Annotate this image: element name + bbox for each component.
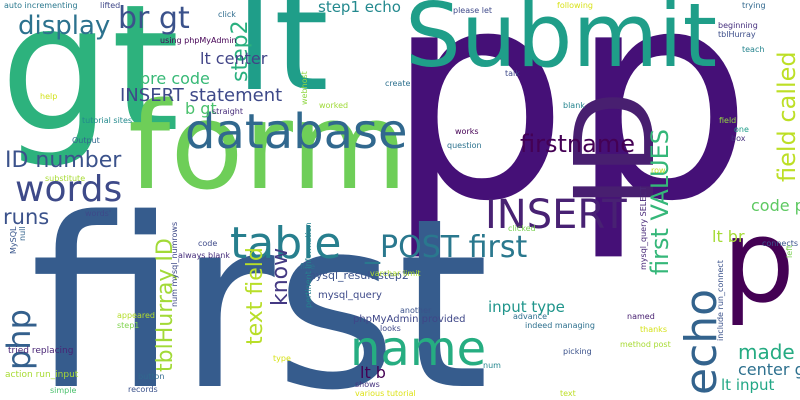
cloud-word: know [268, 247, 293, 306]
cloud-word: talk [505, 69, 520, 78]
cloud-word: beginning [718, 21, 758, 30]
cloud-word: name [350, 321, 487, 377]
cloud-word: straight [212, 107, 244, 116]
cloud-word: shows [355, 380, 380, 389]
cloud-word: teach [742, 45, 765, 54]
cloud-word: action run_input [5, 370, 79, 380]
cloud-word: named [627, 312, 655, 321]
cloud-word: field [719, 116, 737, 125]
cloud-word: click [218, 10, 236, 19]
cloud-word: first VALUES [646, 129, 674, 275]
cloud-word: blank [563, 101, 585, 110]
cloud-word: text field [243, 247, 268, 345]
cloud-word: INSERT statement [120, 85, 283, 106]
cloud-word: create [385, 79, 411, 88]
cloud-word: form [128, 78, 408, 217]
cloud-word: lifted [100, 1, 121, 10]
cloud-word: mysql_query SELECT [639, 186, 648, 270]
cloud-word: fine [300, 262, 316, 271]
cloud-word: words [15, 169, 123, 210]
cloud-word: button [138, 372, 165, 381]
cloud-word: webhost [300, 71, 309, 105]
cloud-word: worked [319, 101, 349, 110]
cloud-word: always blank [178, 251, 230, 260]
cloud-word: following [557, 1, 593, 10]
cloud-word: box [731, 134, 746, 143]
cloud-word: method post [620, 340, 671, 349]
cloud-word: tried replacing [8, 346, 74, 356]
cloud-word: num mysql_numrows [170, 221, 179, 307]
cloud-word: thanks [640, 325, 667, 334]
cloud-word: MySQL [9, 226, 18, 254]
cloud-word: looks [380, 324, 401, 333]
cloud-word: INSERT [485, 192, 627, 238]
cloud-word: works [455, 127, 479, 136]
cloud-word: row [651, 166, 666, 175]
cloud-word: another [400, 306, 432, 315]
cloud-word: input type [488, 298, 565, 316]
cloud-word: center gt [738, 360, 800, 379]
cloud-word: please let [453, 6, 493, 15]
cloud-word: code [198, 239, 218, 248]
cloud-word: appeared [117, 311, 155, 320]
cloud-word: records [128, 385, 158, 394]
cloud-word: varchar limit [370, 269, 421, 278]
cloud-word: b gt [185, 99, 217, 118]
cloud-word: indeed managing [525, 321, 595, 330]
cloud-word: step1 echo [318, 0, 401, 16]
cloud-word: first [30, 169, 490, 400]
cloud-word: Output [72, 136, 100, 145]
cloud-word: lt input [721, 376, 775, 394]
cloud-word: made [738, 340, 795, 364]
cloud-word: various tutorial [355, 389, 416, 398]
cloud-word: pre code [140, 69, 210, 88]
cloud-word: simple [50, 386, 77, 395]
cloud-word: lt [235, 0, 329, 123]
cloud-word: auto incrementing [4, 1, 78, 10]
cloud-word: clicked [508, 224, 536, 233]
cloud-word: null [18, 226, 27, 241]
cloud-word: using phpMyAdmin [160, 36, 237, 45]
cloud-word: lt br [712, 227, 745, 246]
cloud-word: display [18, 11, 111, 41]
cloud-word: help [40, 92, 58, 101]
cloud-word: mysql_result step2 [305, 269, 409, 282]
cloud-word: text [560, 389, 576, 398]
cloud-word: connects [762, 239, 799, 248]
cloud-word: left [785, 245, 794, 258]
cloud-word: tutorial sites [82, 116, 133, 125]
cloud-word: include run_connect [716, 260, 725, 341]
cloud-word: lt b [360, 363, 386, 382]
cloud-word: num [483, 361, 501, 370]
cloud-word: firstname [520, 130, 635, 158]
cloud-word: tblHurray [718, 30, 756, 39]
cloud-word: ID number [5, 148, 122, 173]
cloud-word: p [722, 195, 795, 329]
cloud-word: substitute [45, 174, 86, 183]
cloud-word: database [185, 104, 408, 160]
cloud-word: br gt [118, 1, 190, 36]
cloud-word: picking [563, 347, 592, 356]
cloud-word: pertinent information [304, 222, 313, 308]
cloud-word: question [447, 141, 482, 150]
cloud-word: words' [85, 209, 112, 218]
cloud-word: phpMyAdmin provided [353, 314, 466, 325]
cloud-word: type [273, 354, 291, 363]
cloud-word: runs [3, 205, 50, 229]
cloud-word: one [734, 125, 749, 134]
cloud-word: trying [742, 1, 766, 10]
cloud-word: advance [513, 312, 548, 321]
cloud-word: step1 [117, 321, 140, 330]
cloud-word: Submit [405, 0, 718, 87]
cloud-word: php [0, 309, 38, 370]
cloud-word: lt center [200, 49, 268, 68]
cloud-word: gt [0, 0, 180, 171]
cloud-word: pp [385, 0, 754, 265]
cloud-word: table [230, 218, 342, 269]
cloud-word: code pre [751, 196, 800, 215]
cloud-word: mysql_query [318, 290, 382, 301]
cloud-word: field called [773, 51, 800, 182]
cloud-word: _POST first [365, 230, 528, 265]
